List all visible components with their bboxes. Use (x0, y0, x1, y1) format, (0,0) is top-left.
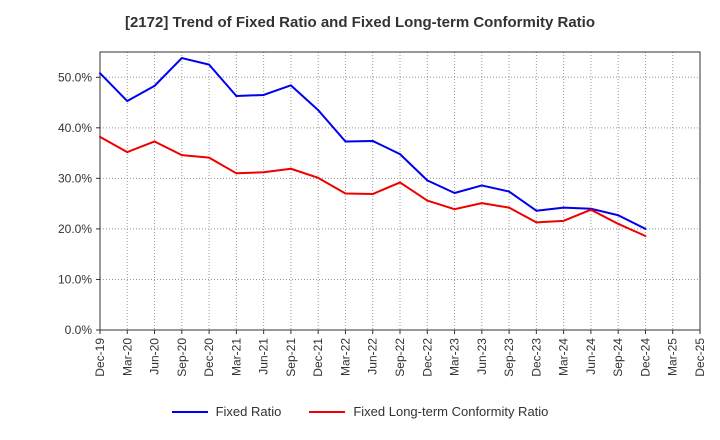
x-tick-label: Sep-23 (502, 338, 516, 377)
legend-label-fixed-ratio: Fixed Ratio (215, 404, 282, 419)
data-point-fixed-ratio (644, 227, 647, 230)
data-point-fixed-long-term-conformity-ratio (426, 199, 429, 202)
legend-item-fixed-ratio: Fixed Ratio (171, 404, 282, 419)
data-point-fixed-ratio (562, 206, 565, 209)
data-point-fixed-long-term-conformity-ratio (453, 208, 456, 211)
x-tick-label: Sep-24 (611, 338, 625, 377)
data-point-fixed-long-term-conformity-ratio (235, 172, 238, 175)
data-point-fixed-ratio (289, 84, 292, 87)
legend-swatch-fixed-long-term-conformity-ratio (309, 410, 346, 413)
data-point-fixed-ratio (235, 94, 238, 97)
y-tick-label: 20.0% (58, 222, 92, 236)
data-point-fixed-long-term-conformity-ratio (589, 208, 592, 211)
data-point-fixed-long-term-conformity-ratio (344, 192, 347, 195)
legend-swatch-fixed-ratio (171, 410, 208, 413)
data-point-fixed-ratio (371, 139, 374, 142)
x-tick-label: Jun-24 (584, 338, 598, 375)
x-tick-label: Jun-22 (366, 338, 380, 375)
x-tick-label: Dec-23 (529, 338, 543, 377)
legend-item-fixed-long-term-conformity-ratio: Fixed Long-term Conformity Ratio (309, 404, 548, 419)
data-point-fixed-ratio (99, 72, 101, 75)
x-tick-label: Dec-19 (93, 338, 107, 377)
data-point-fixed-long-term-conformity-ratio (371, 193, 374, 196)
x-tick-label: Dec-20 (202, 338, 216, 377)
legend-label-fixed-long-term-conformity-ratio: Fixed Long-term Conformity Ratio (353, 404, 549, 419)
data-point-fixed-long-term-conformity-ratio (289, 167, 292, 170)
data-point-fixed-long-term-conformity-ratio (317, 176, 320, 179)
data-point-fixed-long-term-conformity-ratio (508, 206, 511, 209)
data-point-fixed-long-term-conformity-ratio (208, 156, 211, 159)
data-point-fixed-long-term-conformity-ratio (180, 154, 183, 157)
data-point-fixed-long-term-conformity-ratio (126, 151, 129, 154)
x-tick-label: Mar-25 (666, 338, 680, 376)
x-tick-label: Mar-20 (120, 338, 134, 376)
data-point-fixed-ratio (262, 93, 265, 96)
y-tick-label: 40.0% (58, 121, 92, 135)
x-tick-label: Sep-22 (393, 338, 407, 377)
data-point-fixed-long-term-conformity-ratio (535, 221, 538, 224)
y-tick-label: 0.0% (65, 323, 93, 337)
data-point-fixed-ratio (617, 214, 620, 217)
x-tick-label: Dec-22 (420, 338, 434, 377)
x-tick-label: Mar-23 (448, 338, 462, 376)
x-tick-label: Jun-21 (257, 338, 271, 375)
x-tick-label: Sep-21 (284, 338, 298, 377)
data-point-fixed-ratio (480, 184, 483, 187)
data-point-fixed-long-term-conformity-ratio (480, 202, 483, 205)
data-point-fixed-long-term-conformity-ratio (153, 140, 156, 143)
data-point-fixed-ratio (317, 109, 320, 112)
x-tick-label: Dec-25 (693, 338, 707, 377)
data-point-fixed-long-term-conformity-ratio (99, 135, 101, 138)
chart-title: [2172] Trend of Fixed Ratio and Fixed Lo… (124, 14, 596, 31)
data-point-fixed-ratio (535, 209, 538, 212)
x-tick-label: Dec-21 (311, 338, 325, 377)
data-point-fixed-ratio (426, 179, 429, 182)
x-tick-label: Mar-22 (338, 338, 352, 376)
legend: Fixed Ratio Fixed Long-term Conformity R… (0, 404, 720, 419)
data-point-fixed-ratio (153, 84, 156, 87)
data-point-fixed-ratio (180, 57, 183, 60)
y-tick-label: 30.0% (58, 171, 92, 185)
y-tick-label: 10.0% (58, 272, 92, 286)
x-tick-label: Mar-21 (229, 338, 243, 376)
data-point-fixed-ratio (399, 153, 401, 156)
data-point-fixed-long-term-conformity-ratio (399, 181, 401, 184)
data-point-fixed-ratio (344, 140, 347, 143)
data-point-fixed-ratio (126, 100, 129, 103)
data-point-fixed-ratio (508, 190, 511, 193)
data-point-fixed-long-term-conformity-ratio (262, 171, 265, 174)
data-point-fixed-long-term-conformity-ratio (644, 234, 647, 237)
x-tick-label: Dec-24 (638, 338, 652, 377)
x-tick-label: Jun-20 (148, 338, 162, 375)
y-tick-label: 50.0% (58, 70, 92, 84)
data-point-fixed-ratio (453, 192, 456, 195)
data-point-fixed-long-term-conformity-ratio (562, 219, 565, 222)
x-tick-label: Mar-24 (557, 338, 571, 376)
x-tick-label: Sep-20 (175, 338, 189, 377)
x-tick-label: Jun-23 (475, 338, 489, 375)
data-point-fixed-ratio (208, 63, 211, 66)
data-point-fixed-long-term-conformity-ratio (617, 222, 620, 225)
